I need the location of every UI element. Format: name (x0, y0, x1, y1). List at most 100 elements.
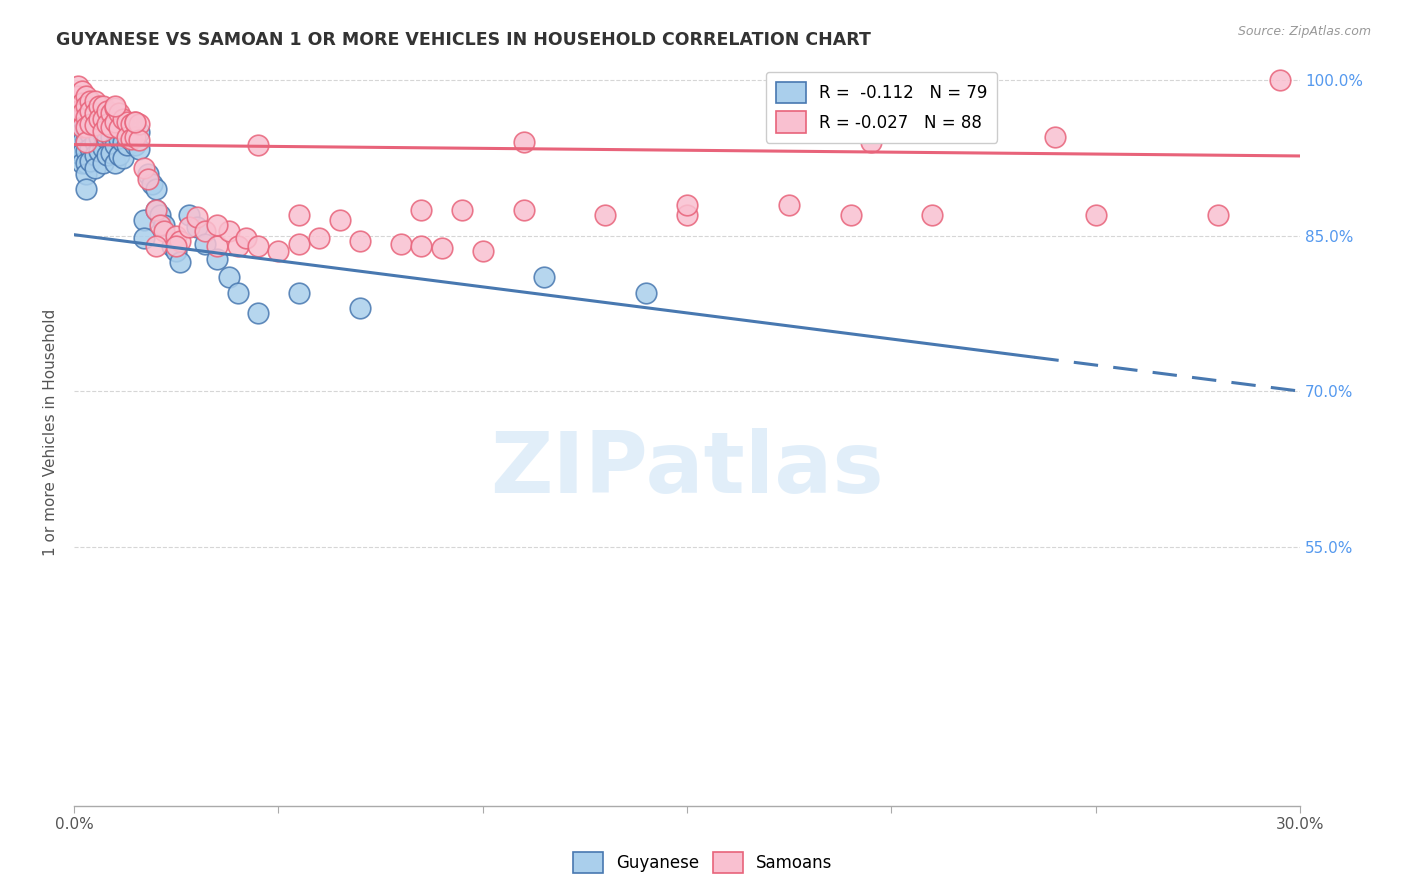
Point (75, 88, 97, 103)
Point (75, 120, 97, 134)
Point (72, 136, 94, 150)
Point (153, 223, 176, 237)
Point (145, 182, 167, 196)
Point (79, 117, 101, 131)
Point (218, 270, 240, 285)
Point (288, 237, 311, 252)
Point (87, 144, 110, 158)
Point (100, 115, 122, 129)
Point (72, 156, 94, 170)
Point (67, 78, 90, 93)
Point (267, 244, 290, 259)
Point (83, 112, 105, 126)
Point (83, 161, 105, 176)
Point (112, 136, 135, 150)
Point (79, 127, 101, 141)
Point (921, 208, 943, 222)
Point (1206, 208, 1229, 222)
Point (1084, 208, 1107, 222)
Point (108, 132, 131, 146)
Point (115, 137, 138, 152)
Point (72, 106, 94, 120)
Point (128, 142, 150, 156)
Point (595, 208, 617, 222)
Point (104, 101, 127, 115)
Point (91, 115, 114, 129)
Point (177, 220, 200, 235)
Point (67, 104, 90, 119)
Point (186, 210, 208, 224)
Point (169, 234, 191, 248)
Point (194, 223, 217, 237)
Point (108, 106, 131, 120)
Point (145, 202, 167, 217)
Point (288, 208, 311, 222)
Point (177, 208, 200, 222)
Point (96, 132, 118, 146)
Point (308, 231, 330, 245)
Point (91, 156, 114, 170)
Point (136, 171, 159, 186)
Point (104, 115, 127, 129)
Point (67, 136, 90, 150)
Point (75, 156, 97, 170)
Point (1043, 130, 1066, 145)
Point (91, 99, 114, 113)
Point (778, 197, 800, 211)
Point (218, 223, 240, 237)
Point (75, 133, 97, 147)
Point (100, 106, 122, 120)
Point (205, 252, 228, 266)
Point (83, 123, 105, 137)
Point (141, 177, 163, 191)
Point (75, 182, 97, 196)
Point (83, 118, 105, 132)
Point (153, 219, 176, 233)
Point (72, 120, 94, 134)
Point (96, 119, 118, 133)
Point (75, 136, 97, 150)
Point (100, 130, 122, 145)
Point (132, 231, 155, 245)
Point (349, 301, 371, 316)
Point (246, 239, 269, 253)
Point (839, 208, 862, 222)
Point (451, 202, 474, 217)
Point (67, 125, 90, 139)
Point (169, 254, 191, 268)
Point (145, 239, 167, 253)
Point (205, 219, 228, 233)
Point (246, 137, 269, 152)
Point (120, 132, 142, 146)
Point (132, 161, 155, 176)
Point (124, 137, 146, 152)
Point (246, 306, 269, 320)
Point (67, 88, 90, 103)
Point (108, 148, 131, 162)
Point (778, 125, 800, 139)
Point (512, 202, 534, 217)
Text: Source: ZipAtlas.com: Source: ZipAtlas.com (1237, 25, 1371, 38)
Point (115, 130, 138, 145)
Point (165, 244, 187, 259)
Point (186, 220, 208, 235)
Point (91, 112, 114, 126)
Y-axis label: 1 or more Vehicles in Household: 1 or more Vehicles in Household (44, 309, 58, 557)
Point (100, 120, 122, 134)
Point (72, 110, 94, 124)
Text: ZIPatlas: ZIPatlas (491, 428, 884, 511)
Point (1268, 73, 1291, 87)
Point (75, 115, 97, 129)
Point (104, 137, 127, 152)
Point (235, 231, 257, 245)
Point (75, 144, 97, 158)
Point (72, 125, 94, 139)
Point (124, 120, 146, 134)
Point (124, 115, 146, 129)
Point (108, 117, 131, 131)
Point (112, 120, 135, 134)
Point (72, 117, 94, 131)
Point (349, 234, 371, 248)
Point (83, 148, 105, 162)
Point (430, 241, 453, 255)
